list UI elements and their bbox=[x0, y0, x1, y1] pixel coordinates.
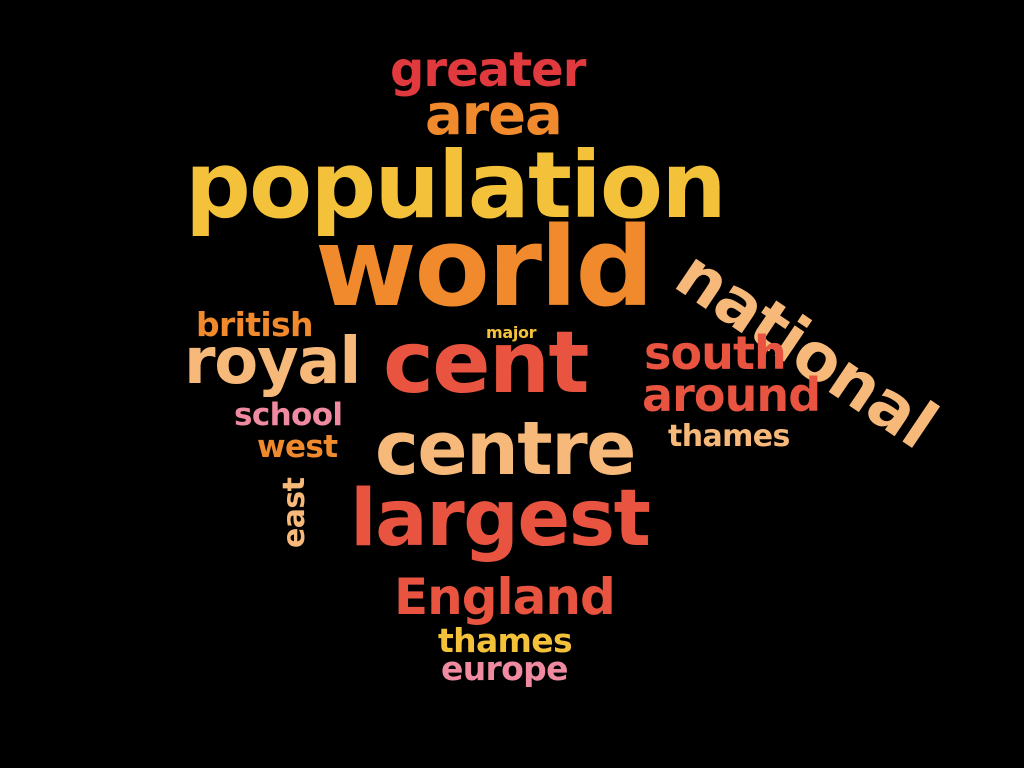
word-major: major bbox=[486, 323, 537, 342]
word-cent: cent bbox=[383, 313, 589, 413]
word-west: west bbox=[257, 429, 338, 465]
word-royal: royal bbox=[184, 325, 361, 399]
word-school: school bbox=[234, 397, 343, 433]
word-south: south bbox=[644, 326, 787, 380]
word-england: England bbox=[394, 568, 616, 626]
word-thames-2: thames bbox=[438, 621, 573, 660]
word-europe: europe bbox=[441, 649, 569, 688]
word-area: area bbox=[425, 83, 563, 148]
word-around: around bbox=[642, 368, 821, 422]
word-world: world bbox=[315, 203, 654, 331]
word-centre: centre bbox=[375, 406, 636, 492]
word-population: population bbox=[185, 132, 727, 239]
word-east: east bbox=[277, 477, 312, 548]
word-british: british bbox=[196, 305, 313, 344]
word-thames: thames bbox=[668, 419, 790, 454]
word-greater: greater bbox=[390, 42, 586, 98]
word-largest: largest bbox=[350, 474, 651, 564]
